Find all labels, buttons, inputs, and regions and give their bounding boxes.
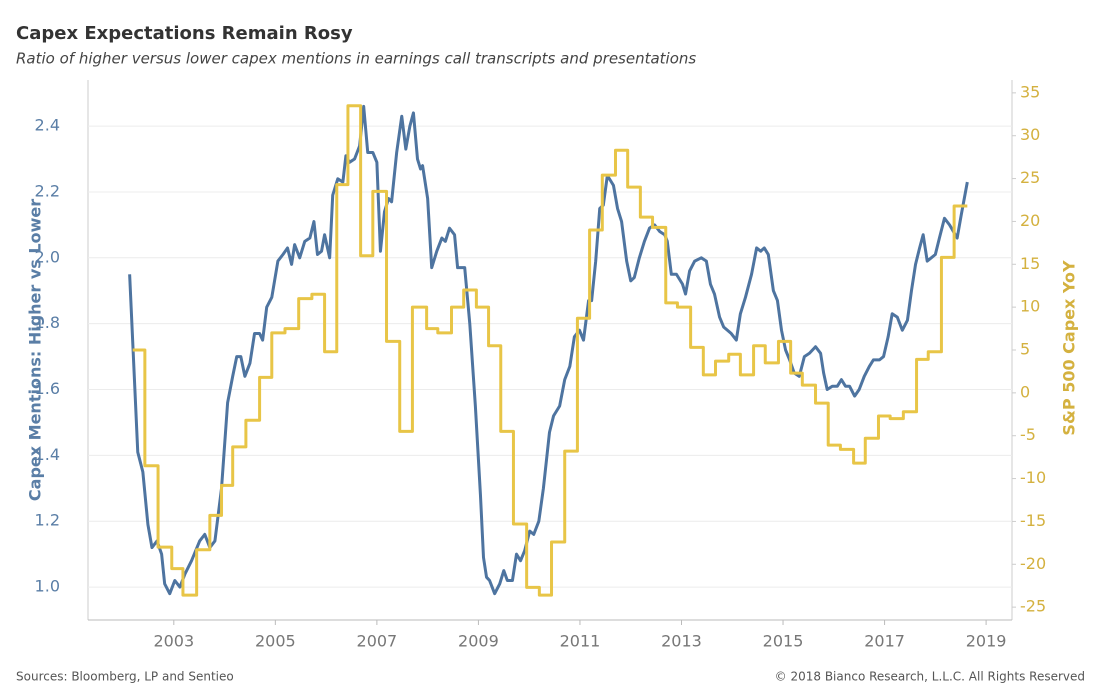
y2-tick-label: 0 xyxy=(1020,382,1030,401)
y2-tick-label: 25 xyxy=(1020,168,1040,187)
y2-tick-label: 20 xyxy=(1020,211,1040,230)
y2-tick-label: -15 xyxy=(1020,511,1046,530)
series-line xyxy=(132,104,968,597)
y-axis-label: Capex Mentions: Higher vs Lower xyxy=(26,199,45,501)
x-tick-label: 2007 xyxy=(357,632,398,651)
y2-tick-label: 5 xyxy=(1020,340,1030,359)
x-tick-label: 2011 xyxy=(560,632,601,651)
x-tick-label: 2015 xyxy=(763,632,804,651)
y-tick-label: 1.8 xyxy=(35,313,60,332)
x-tick-label: 2003 xyxy=(153,632,194,651)
y2-tick-label: -25 xyxy=(1020,597,1046,616)
chart-subtitle: Ratio of higher versus lower capex menti… xyxy=(16,50,696,68)
y-tick-label: 2.2 xyxy=(35,181,60,200)
y-tick-label: 1.4 xyxy=(35,445,60,464)
x-tick-label: 2019 xyxy=(966,632,1007,651)
y2-tick-label: 35 xyxy=(1020,82,1040,101)
source-note: Sources: Bloomberg, LP and Sentieo xyxy=(16,670,234,684)
y-tick-label: 1.0 xyxy=(35,577,60,596)
series-line xyxy=(128,104,969,596)
x-tick-label: 2017 xyxy=(864,632,905,651)
y2-tick-label: 15 xyxy=(1020,254,1040,273)
y2-tick-label: -20 xyxy=(1020,554,1046,573)
y-tick-label: 2.4 xyxy=(35,116,60,135)
y-tick-label: 2.0 xyxy=(35,247,60,266)
chart-title: Capex Expectations Remain Rosy xyxy=(16,23,353,44)
x-tick-label: 2005 xyxy=(255,632,296,651)
y2-tick-label: 10 xyxy=(1020,297,1040,316)
y2-tick-label: -5 xyxy=(1020,425,1036,444)
y-tick-label: 1.2 xyxy=(35,511,60,530)
y-tick-label: 1.6 xyxy=(35,379,60,398)
y2-tick-label: 30 xyxy=(1020,125,1040,144)
copyright-note: © 2018 Bianco Research, L.L.C. All Right… xyxy=(775,670,1085,684)
y2-tick-label: -10 xyxy=(1020,468,1046,487)
y2-axis-label: S&P 500 Capex YoY xyxy=(1060,260,1079,436)
x-tick-label: 2009 xyxy=(458,632,499,651)
x-tick-label: 2013 xyxy=(661,632,702,651)
